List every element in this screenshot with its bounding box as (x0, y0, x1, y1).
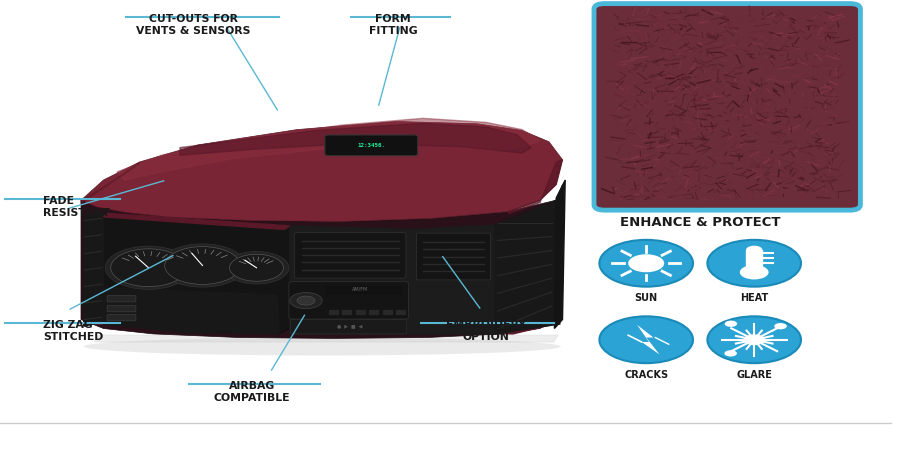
Circle shape (165, 247, 240, 284)
Text: FADE
RESISTANT: FADE RESISTANT (43, 196, 110, 218)
Polygon shape (290, 226, 414, 334)
Polygon shape (117, 118, 540, 180)
Polygon shape (104, 288, 279, 334)
Polygon shape (84, 212, 104, 326)
Polygon shape (746, 250, 762, 271)
FancyBboxPatch shape (107, 296, 136, 302)
Text: AM/FM: AM/FM (352, 287, 368, 292)
Text: HEAT: HEAT (740, 293, 769, 303)
Polygon shape (396, 310, 405, 314)
Polygon shape (342, 310, 351, 314)
Circle shape (105, 246, 192, 289)
Circle shape (724, 350, 737, 356)
Circle shape (599, 316, 693, 363)
Circle shape (740, 265, 769, 279)
Circle shape (743, 334, 765, 345)
FancyBboxPatch shape (289, 282, 409, 319)
Polygon shape (104, 214, 292, 334)
Circle shape (707, 316, 801, 363)
Polygon shape (356, 310, 364, 314)
Polygon shape (94, 306, 560, 334)
Circle shape (230, 254, 284, 281)
Text: ENHANCE & PROTECT: ENHANCE & PROTECT (620, 216, 780, 229)
FancyBboxPatch shape (294, 233, 406, 278)
Circle shape (290, 292, 322, 309)
Polygon shape (554, 180, 565, 328)
Circle shape (707, 240, 801, 287)
Text: CUT-OUTS FOR
VENTS & SENSORS: CUT-OUTS FOR VENTS & SENSORS (136, 14, 251, 36)
FancyBboxPatch shape (417, 233, 491, 280)
Ellipse shape (84, 338, 561, 356)
Circle shape (111, 249, 186, 287)
Polygon shape (94, 335, 558, 342)
Text: GLARE: GLARE (736, 370, 772, 380)
Text: ZIG ZAG
STITCHED: ZIG ZAG STITCHED (43, 320, 104, 342)
Circle shape (224, 252, 289, 284)
Text: AIRBAG
COMPATIBLE: AIRBAG COMPATIBLE (214, 381, 290, 403)
Polygon shape (495, 200, 560, 334)
FancyBboxPatch shape (291, 320, 407, 334)
Circle shape (628, 254, 664, 272)
Circle shape (774, 323, 787, 329)
Circle shape (746, 246, 762, 254)
Polygon shape (180, 123, 531, 155)
Polygon shape (81, 184, 562, 338)
Polygon shape (508, 160, 562, 214)
Text: EMBROIDERY
OPTION: EMBROIDERY OPTION (446, 320, 526, 342)
Text: 12:3456.: 12:3456. (357, 143, 385, 148)
Circle shape (724, 320, 737, 327)
Text: ●  ▶  ■  ◀: ● ▶ ■ ◀ (337, 324, 362, 329)
Polygon shape (414, 225, 495, 334)
Circle shape (159, 244, 246, 287)
FancyBboxPatch shape (594, 4, 860, 210)
FancyBboxPatch shape (107, 315, 136, 321)
Circle shape (297, 296, 315, 305)
Text: CRACKS: CRACKS (624, 370, 669, 380)
Polygon shape (382, 310, 392, 314)
Polygon shape (369, 310, 378, 314)
FancyBboxPatch shape (325, 135, 418, 156)
Polygon shape (328, 310, 338, 314)
Circle shape (599, 240, 693, 287)
Polygon shape (326, 286, 400, 292)
FancyBboxPatch shape (107, 306, 136, 312)
Polygon shape (104, 213, 290, 230)
Polygon shape (81, 163, 140, 203)
Text: FORM
FITTING: FORM FITTING (369, 14, 418, 36)
Polygon shape (637, 325, 660, 355)
Text: SUN: SUN (634, 293, 658, 303)
Polygon shape (81, 122, 562, 221)
